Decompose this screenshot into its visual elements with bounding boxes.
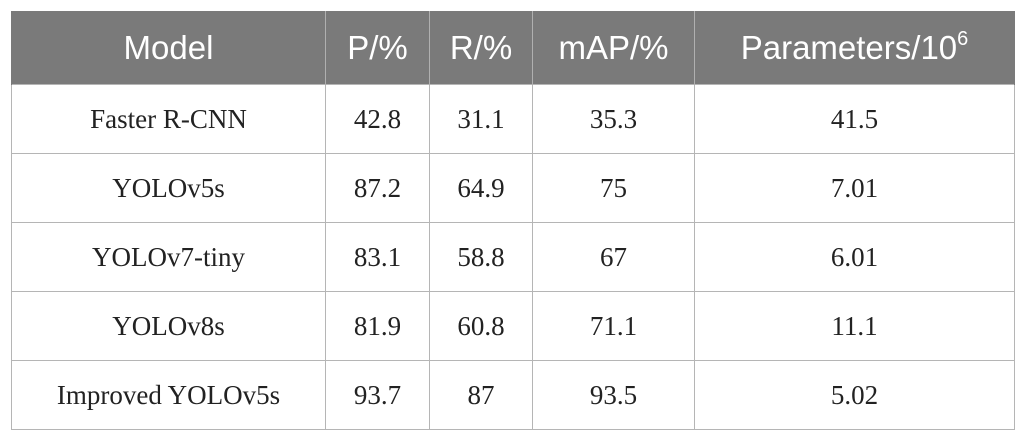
- table-row: YOLOv5s 87.2 64.9 75 7.01: [11, 153, 1015, 223]
- cell-precision: 81.9: [325, 291, 430, 361]
- table-header: Model P/% R/% mAP/% Parameters/106: [11, 11, 1015, 85]
- cell-parameters: 41.5: [694, 84, 1015, 154]
- cell-map: 75: [532, 153, 695, 223]
- cell-precision: 42.8: [325, 84, 430, 154]
- comparison-table-container: Model P/% R/% mAP/% Parameters/106 Faste…: [11, 11, 1015, 430]
- cell-model: YOLOv7-tiny: [11, 222, 326, 292]
- header-recall: R/%: [429, 11, 533, 85]
- cell-recall: 60.8: [429, 291, 533, 361]
- cell-recall: 87: [429, 360, 533, 430]
- cell-model: YOLOv5s: [11, 153, 326, 223]
- header-model: Model: [11, 11, 326, 85]
- table-row: YOLOv8s 81.9 60.8 71.1 11.1: [11, 291, 1015, 361]
- cell-model: YOLOv8s: [11, 291, 326, 361]
- cell-precision: 93.7: [325, 360, 430, 430]
- cell-parameters: 5.02: [694, 360, 1015, 430]
- cell-model: Improved YOLOv5s: [11, 360, 326, 430]
- header-row: Model P/% R/% mAP/% Parameters/106: [11, 11, 1015, 85]
- header-precision: P/%: [325, 11, 430, 85]
- header-parameters-base: Parameters/10: [740, 28, 958, 66]
- cell-recall: 58.8: [429, 222, 533, 292]
- cell-precision: 87.2: [325, 153, 430, 223]
- table-row: Faster R-CNN 42.8 31.1 35.3 41.5: [11, 84, 1015, 154]
- cell-parameters: 6.01: [694, 222, 1015, 292]
- header-parameters: Parameters/106: [694, 11, 1015, 85]
- cell-recall: 31.1: [429, 84, 533, 154]
- cell-precision: 83.1: [325, 222, 430, 292]
- cell-map: 35.3: [532, 84, 695, 154]
- table-row: YOLOv7-tiny 83.1 58.8 67 6.01: [11, 222, 1015, 292]
- cell-parameters: 7.01: [694, 153, 1015, 223]
- model-comparison-table: Model P/% R/% mAP/% Parameters/106 Faste…: [11, 11, 1015, 430]
- cell-recall: 64.9: [429, 153, 533, 223]
- cell-map: 93.5: [532, 360, 695, 430]
- header-parameters-exponent: 6: [957, 27, 969, 50]
- cell-map: 67: [532, 222, 695, 292]
- cell-model: Faster R-CNN: [11, 84, 326, 154]
- header-map: mAP/%: [532, 11, 695, 85]
- cell-map: 71.1: [532, 291, 695, 361]
- table-row: Improved YOLOv5s 93.7 87 93.5 5.02: [11, 360, 1015, 430]
- table-body: Faster R-CNN 42.8 31.1 35.3 41.5 YOLOv5s…: [11, 84, 1015, 430]
- cell-parameters: 11.1: [694, 291, 1015, 361]
